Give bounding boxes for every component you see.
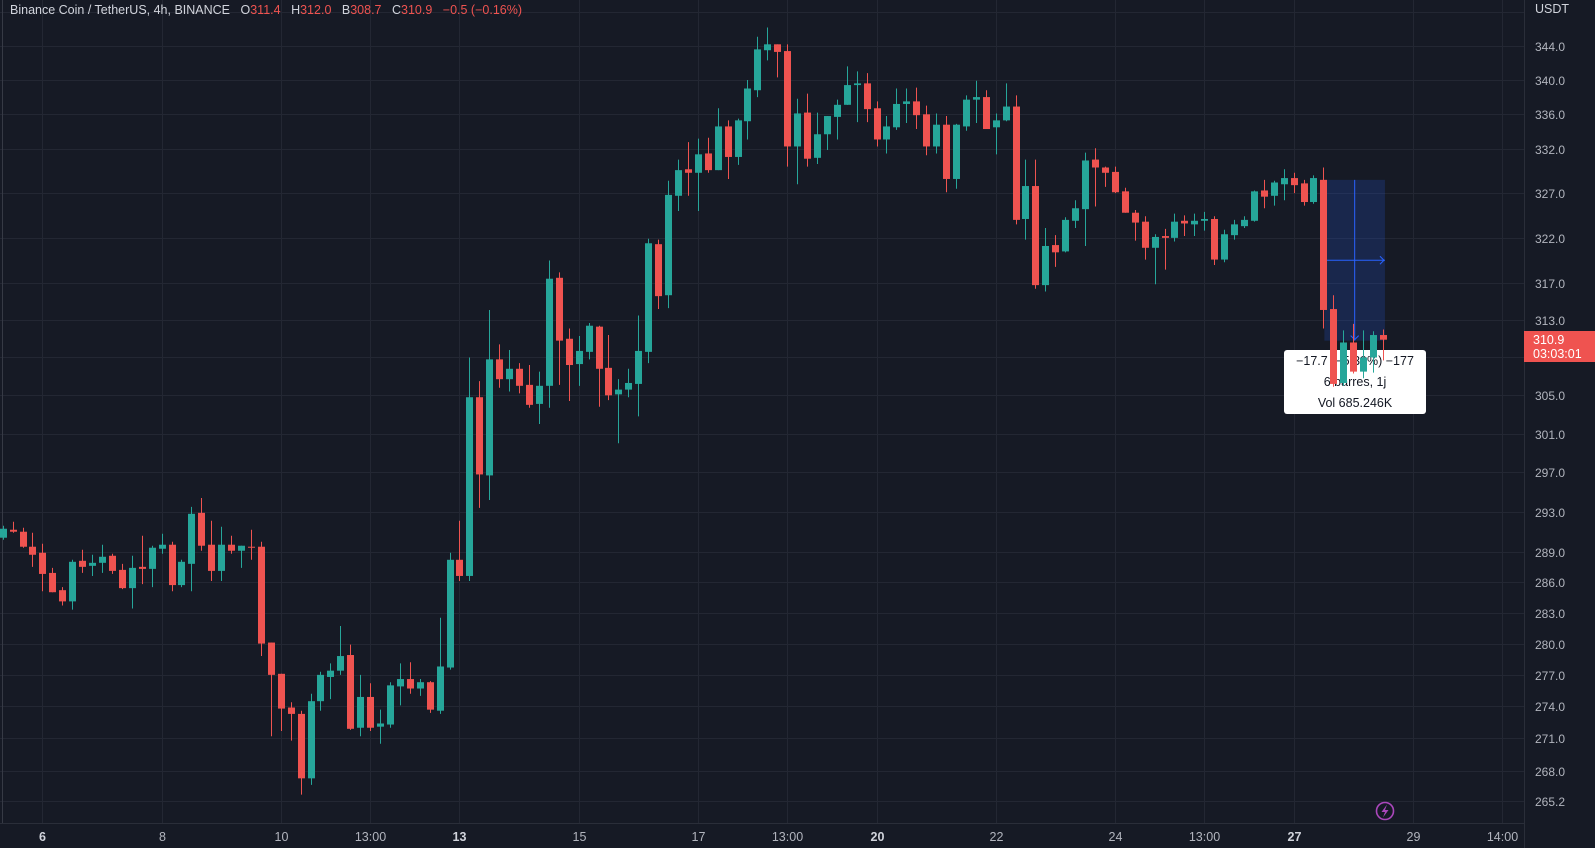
y-tick-label: 271.0 [1535, 732, 1565, 746]
measure-bars: 6 barres, 1j [1323, 375, 1387, 389]
y-tick-label: 286.0 [1535, 576, 1565, 590]
y-tick-label: 322.0 [1535, 232, 1565, 246]
x-tick-label: 20 [871, 830, 885, 844]
x-tick-label: 13:00 [772, 830, 803, 844]
y-tick-label: 268.0 [1535, 765, 1565, 779]
high-value: 312.0 [300, 3, 332, 17]
y-tick-label: 327.0 [1535, 187, 1565, 201]
x-tick-label: 27 [1288, 830, 1302, 844]
y-tick-label: 332.0 [1535, 143, 1565, 157]
measure-change: −17.7 (−5.39%) −177 [1296, 354, 1414, 368]
x-tick-label: 6 [39, 830, 46, 844]
symbol-title: Binance Coin / TetherUS, 4h, BINANCE [10, 3, 231, 17]
low-label: B [341, 3, 351, 17]
y-tick-label: 274.0 [1535, 700, 1565, 714]
bar-countdown: 03:03:01 [1533, 347, 1582, 361]
x-tick-label: 8 [159, 830, 166, 844]
x-tick-label: 17 [692, 830, 706, 844]
y-tick-label: 280.0 [1535, 638, 1565, 652]
y-tick-label: 336.0 [1535, 108, 1565, 122]
x-tick-label: 13:00 [355, 830, 386, 844]
open-value: 311.4 [250, 3, 281, 17]
y-tick-label: 313.0 [1535, 314, 1565, 328]
x-tick-label: 13:00 [1189, 830, 1220, 844]
last-price-value: 310.9 [1533, 333, 1565, 347]
close-label: C [391, 3, 402, 17]
currency-label[interactable]: USDT [1535, 2, 1570, 16]
lightning-icon[interactable] [1375, 801, 1395, 821]
x-tick-label: 15 [573, 830, 587, 844]
low-value: 308.7 [350, 3, 382, 17]
y-tick-label: 277.0 [1535, 669, 1565, 683]
y-tick-label: 283.0 [1535, 607, 1565, 621]
x-tick-label: 10 [275, 830, 289, 844]
y-tick-label: 297.0 [1535, 466, 1565, 480]
close-value: 310.9 [401, 3, 433, 17]
x-tick-label: 14:00 [1487, 830, 1518, 844]
measure-volume: Vol 685.246K [1317, 396, 1393, 410]
last-price-label: 310.9 03:03:01 [1524, 331, 1595, 362]
y-tick-label: 340.0 [1535, 74, 1565, 88]
y-tick-label: 301.0 [1535, 428, 1565, 442]
y-tick-label: 317.0 [1535, 277, 1565, 291]
y-tick-label: 305.0 [1535, 389, 1565, 403]
x-tick-label: 29 [1407, 830, 1421, 844]
measure-tooltip: −17.7 (−5.39%) −177 6 barres, 1j Vol 685… [1284, 350, 1426, 414]
y-tick-label: 289.0 [1535, 546, 1565, 560]
symbol-legend: Binance Coin / TetherUS, 4h, BINANCE O31… [10, 3, 522, 17]
open-label: O [240, 3, 251, 17]
x-tick-label: 22 [990, 830, 1004, 844]
x-tick-label: 13 [453, 830, 467, 844]
high-label: H [291, 3, 301, 17]
y-tick-label: 265.2 [1535, 795, 1565, 809]
change-value: −0.5 (−0.16%) [442, 3, 522, 17]
y-tick-label: 344.0 [1535, 40, 1565, 54]
y-tick-label: 293.0 [1535, 506, 1565, 520]
x-tick-label: 24 [1109, 830, 1123, 844]
